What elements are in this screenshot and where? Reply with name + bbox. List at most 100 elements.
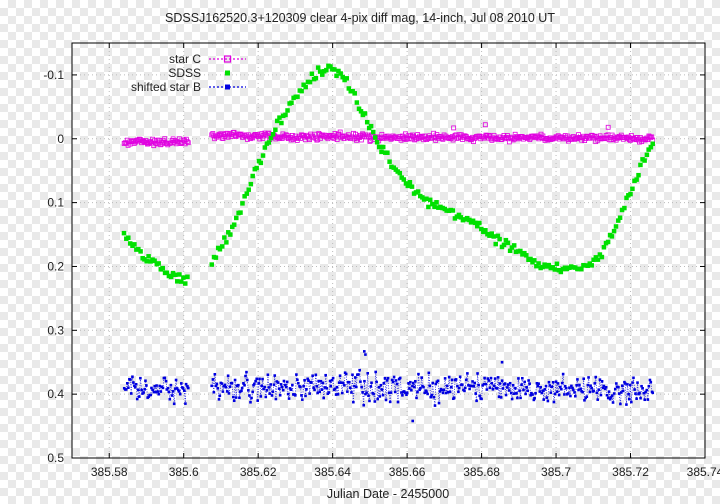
data-point <box>250 396 253 400</box>
data-point <box>178 392 182 396</box>
data-point <box>642 391 646 395</box>
data-point <box>422 385 425 389</box>
data-point <box>354 385 358 389</box>
data-point <box>245 370 248 374</box>
data-point <box>323 386 327 389</box>
data-point <box>238 396 241 400</box>
x-tick-label: 385.64 <box>314 465 351 479</box>
data-point <box>238 210 243 215</box>
data-point <box>237 383 240 387</box>
data-point <box>436 379 440 383</box>
data-point <box>628 191 633 197</box>
data-point <box>302 384 305 388</box>
data-point <box>174 378 178 382</box>
data-point <box>351 373 354 377</box>
data-point <box>153 384 157 388</box>
data-point <box>463 389 466 393</box>
data-point <box>457 386 461 390</box>
data-point <box>258 160 264 166</box>
data-point <box>428 384 432 388</box>
data-point <box>311 374 314 378</box>
data-point <box>186 385 189 388</box>
data-point <box>181 387 185 390</box>
data-point <box>273 127 278 133</box>
data-point <box>306 377 309 381</box>
data-point <box>547 380 551 384</box>
data-point <box>218 394 222 398</box>
data-point <box>361 391 364 394</box>
data-point <box>133 384 136 387</box>
y-tick-label: -0.1 <box>43 68 64 82</box>
data-point <box>132 381 135 384</box>
data-point <box>605 239 611 245</box>
data-point <box>617 215 623 220</box>
data-point <box>585 395 589 399</box>
data-point <box>255 377 258 381</box>
data-point <box>172 402 176 406</box>
data-point <box>346 86 352 91</box>
data-point <box>216 387 220 390</box>
data-point <box>445 384 449 388</box>
data-point <box>356 106 362 112</box>
data-point <box>227 392 231 395</box>
data-point <box>467 384 470 387</box>
data-point <box>324 373 327 377</box>
data-point <box>166 386 170 390</box>
data-point <box>173 387 177 390</box>
series-0 <box>121 122 656 149</box>
data-point <box>265 389 269 392</box>
data-point <box>432 395 435 399</box>
data-point <box>280 113 286 119</box>
data-point <box>642 158 647 163</box>
data-point <box>471 380 474 383</box>
data-point <box>274 397 278 401</box>
data-point <box>261 377 264 381</box>
data-point <box>480 397 483 401</box>
data-point <box>337 381 341 384</box>
data-point <box>362 111 368 116</box>
data-point <box>129 392 133 395</box>
data-point <box>590 386 593 390</box>
data-point <box>401 394 404 397</box>
data-point <box>560 387 563 391</box>
data-point <box>524 392 527 396</box>
data-point <box>420 376 423 379</box>
data-point <box>400 391 403 394</box>
data-point <box>646 147 651 152</box>
data-point <box>540 391 544 395</box>
data-point <box>552 400 556 404</box>
data-point <box>315 384 319 388</box>
legend-label-sdss: SDSS <box>168 66 201 80</box>
data-point <box>135 397 139 401</box>
data-point <box>506 386 509 389</box>
data-point <box>257 382 261 385</box>
data-point <box>224 385 228 389</box>
data-point <box>403 181 409 186</box>
series-line <box>123 137 189 146</box>
data-point <box>500 379 504 382</box>
data-point <box>599 393 603 397</box>
data-point <box>451 125 457 131</box>
data-point <box>308 392 311 395</box>
data-point <box>473 220 478 226</box>
data-point <box>133 386 137 389</box>
data-point <box>509 391 513 395</box>
data-point <box>409 184 415 189</box>
data-point <box>619 391 623 394</box>
data-point <box>268 392 271 395</box>
data-point <box>240 389 243 393</box>
data-point <box>573 391 576 394</box>
data-point <box>595 391 599 394</box>
data-point <box>276 381 280 384</box>
data-point <box>641 387 644 390</box>
data-point <box>146 254 151 259</box>
data-point <box>542 262 547 267</box>
data-point <box>310 381 313 384</box>
data-point <box>430 201 435 207</box>
data-point <box>457 390 460 394</box>
data-point <box>385 379 389 382</box>
data-point <box>178 279 184 284</box>
data-point <box>531 393 534 396</box>
data-point <box>596 398 600 401</box>
data-point <box>619 207 625 213</box>
